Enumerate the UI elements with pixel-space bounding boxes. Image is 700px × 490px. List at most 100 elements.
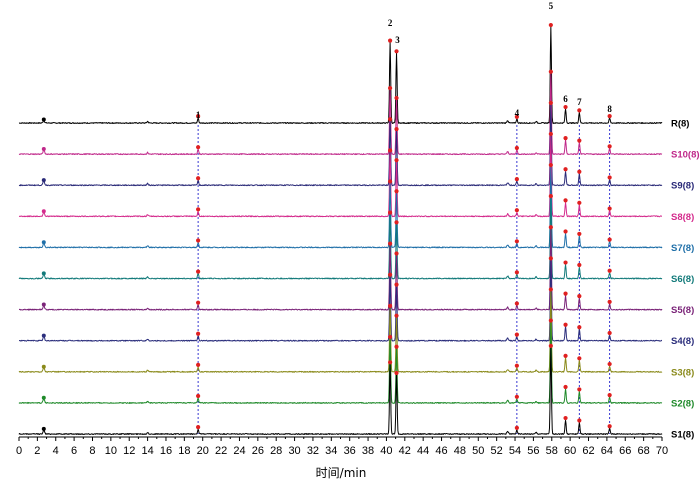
trace-line — [18, 26, 663, 124]
peak-number-label: 7 — [577, 97, 582, 107]
peak-marker — [563, 291, 568, 296]
x-tick-label: 66 — [619, 445, 631, 457]
peak-marker — [196, 362, 201, 367]
trace-label: S5(8) — [671, 305, 694, 316]
peak-marker — [388, 360, 393, 365]
x-tick-label: 52 — [491, 445, 503, 457]
x-axis: 0 2 4 6 8 10 12 14 16 18 20 22 24 26 28 30 32 34 36 38 40 42 4… — [16, 436, 668, 457]
peak-marker — [196, 331, 201, 336]
solvent-marker — [41, 302, 46, 307]
trace-label: S9(8) — [671, 181, 694, 192]
trace-label: S2(8) — [671, 398, 694, 409]
peak-marker — [607, 330, 612, 336]
peak-marker — [607, 361, 612, 367]
peak-marker — [607, 144, 612, 149]
peak-marker — [607, 113, 612, 119]
x-tick-label: 18 — [178, 445, 190, 457]
x-tick-label: 34 — [325, 445, 337, 457]
peak-marker — [548, 225, 553, 230]
trace-label: S4(8) — [671, 336, 694, 347]
peak-marker — [394, 189, 399, 194]
trace-line — [18, 197, 663, 280]
peak-number-label: 3 — [395, 35, 400, 45]
peak-marker — [548, 318, 553, 323]
peak-marker — [388, 117, 393, 122]
trace-label: S3(8) — [671, 367, 694, 378]
x-tick-label: 10 — [105, 445, 117, 457]
x-tick-label: 12 — [123, 445, 135, 457]
peak-marker — [196, 269, 201, 274]
peak-marker — [548, 69, 553, 74]
x-tick-label: 50 — [472, 445, 484, 457]
x-tick-label: 16 — [160, 445, 172, 457]
peak-marker — [607, 299, 612, 304]
peak-marker — [514, 301, 519, 306]
solvent-marker — [41, 333, 46, 338]
trace-line — [18, 166, 663, 249]
peak-marker — [548, 256, 553, 261]
solvent-marker — [41, 178, 46, 183]
x-tick-label: 6 — [71, 445, 77, 457]
peak-marker — [196, 300, 201, 305]
x-tick-label: 8 — [89, 445, 95, 457]
peak-number-label: 2 — [388, 18, 393, 28]
peak-marker — [563, 229, 568, 234]
trace-line — [18, 347, 663, 435]
peak-marker — [548, 100, 553, 105]
peak-marker — [514, 363, 519, 368]
x-tick-label: 40 — [380, 445, 392, 457]
trace-label: R(8) — [671, 119, 689, 130]
peak-marker — [196, 393, 201, 399]
solvent-marker — [41, 395, 46, 400]
peak-marker — [563, 167, 568, 172]
solvent-marker — [41, 240, 46, 245]
peak-marker — [394, 282, 399, 287]
peak-marker — [577, 418, 582, 423]
peak-marker — [607, 268, 612, 273]
x-tick-label: 36 — [344, 445, 356, 457]
x-tick-label: 60 — [564, 445, 576, 457]
peak-marker — [577, 169, 582, 174]
peak-marker — [607, 424, 612, 429]
trace-line — [18, 73, 663, 156]
peak-marker — [394, 251, 399, 256]
x-tick-label: 42 — [399, 445, 411, 457]
trace-line — [18, 135, 663, 218]
peak-marker — [577, 108, 582, 113]
x-tick-label: 2 — [34, 445, 40, 457]
solvent-marker — [41, 271, 46, 276]
x-tick-label: 70 — [656, 445, 668, 457]
peak-marker — [607, 237, 612, 242]
peak-number-label: 5 — [549, 1, 554, 11]
peak-marker — [388, 210, 393, 215]
peak-marker — [388, 334, 393, 340]
trace-line — [18, 260, 663, 342]
solvent-marker — [41, 364, 46, 369]
peak-marker — [563, 136, 568, 141]
x-tick-label: 64 — [601, 445, 613, 457]
peak-marker — [607, 206, 612, 211]
x-tick-label: 0 — [16, 445, 22, 457]
peak-marker — [577, 231, 582, 237]
trace-label: S10(8) — [671, 150, 700, 161]
trace-label: S7(8) — [671, 243, 694, 254]
peak-marker — [196, 176, 201, 181]
peak-marker — [394, 158, 399, 163]
trace-line — [18, 290, 663, 373]
peak-marker — [514, 425, 519, 430]
peak-marker — [563, 353, 568, 358]
solvent-marker — [41, 117, 46, 122]
peak-marker — [388, 272, 393, 277]
peak-marker — [563, 322, 568, 327]
peak-marker — [577, 138, 582, 143]
solvent-marker — [41, 209, 46, 214]
peak-marker — [388, 303, 393, 308]
peak-marker — [577, 200, 582, 205]
peak-marker — [514, 208, 519, 213]
peak-marker — [196, 424, 201, 430]
peak-marker — [548, 131, 553, 137]
peak-marker — [514, 145, 519, 151]
peak-marker — [607, 175, 612, 180]
peak-marker — [196, 113, 201, 119]
